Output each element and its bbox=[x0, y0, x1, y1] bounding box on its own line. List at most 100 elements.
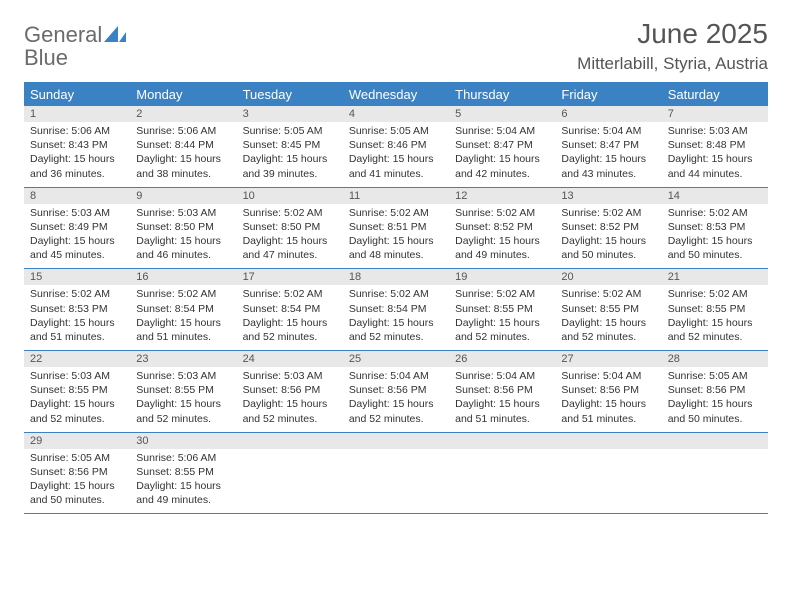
info-sunrise: Sunrise: 5:02 AM bbox=[136, 287, 230, 301]
info-day2: and 52 minutes. bbox=[136, 412, 230, 426]
info-day2: and 50 minutes. bbox=[668, 412, 762, 426]
info-day2: and 51 minutes. bbox=[561, 412, 655, 426]
info-sunset: Sunset: 8:44 PM bbox=[136, 138, 230, 152]
info-day2: and 43 minutes. bbox=[561, 167, 655, 181]
info-sunrise: Sunrise: 5:02 AM bbox=[561, 287, 655, 301]
cell-body: Sunrise: 5:04 AMSunset: 8:56 PMDaylight:… bbox=[555, 367, 661, 432]
calendar-cell: 4Sunrise: 5:05 AMSunset: 8:46 PMDaylight… bbox=[343, 106, 449, 187]
cell-body bbox=[662, 449, 768, 505]
cell-body: Sunrise: 5:05 AMSunset: 8:56 PMDaylight:… bbox=[662, 367, 768, 432]
calendar-cell: 21Sunrise: 5:02 AMSunset: 8:55 PMDayligh… bbox=[662, 269, 768, 350]
info-sunset: Sunset: 8:56 PM bbox=[561, 383, 655, 397]
cell-body: Sunrise: 5:02 AMSunset: 8:52 PMDaylight:… bbox=[555, 204, 661, 269]
calendar-cell: 7Sunrise: 5:03 AMSunset: 8:48 PMDaylight… bbox=[662, 106, 768, 187]
info-sunset: Sunset: 8:56 PM bbox=[349, 383, 443, 397]
cell-body: Sunrise: 5:03 AMSunset: 8:50 PMDaylight:… bbox=[130, 204, 236, 269]
location-text: Mitterlabill, Styria, Austria bbox=[577, 54, 768, 74]
day-number: 14 bbox=[662, 188, 768, 204]
info-sunrise: Sunrise: 5:06 AM bbox=[136, 124, 230, 138]
info-sunset: Sunset: 8:54 PM bbox=[349, 302, 443, 316]
logo-word-general: General bbox=[24, 22, 102, 47]
logo-text-block: General Blue bbox=[24, 24, 126, 70]
info-sunset: Sunset: 8:48 PM bbox=[668, 138, 762, 152]
info-sunrise: Sunrise: 5:03 AM bbox=[668, 124, 762, 138]
info-day1: Daylight: 15 hours bbox=[136, 316, 230, 330]
calendar-cell: 22Sunrise: 5:03 AMSunset: 8:55 PMDayligh… bbox=[24, 351, 130, 432]
calendar-cell: 29Sunrise: 5:05 AMSunset: 8:56 PMDayligh… bbox=[24, 433, 130, 514]
page-header: General Blue June 2025 Mitterlabill, Sty… bbox=[24, 18, 768, 74]
info-day1: Daylight: 15 hours bbox=[30, 152, 124, 166]
info-sunset: Sunset: 8:47 PM bbox=[561, 138, 655, 152]
cell-body: Sunrise: 5:02 AMSunset: 8:52 PMDaylight:… bbox=[449, 204, 555, 269]
info-day1: Daylight: 15 hours bbox=[243, 316, 337, 330]
info-day2: and 52 minutes. bbox=[243, 412, 337, 426]
day-header-thursday: Thursday bbox=[449, 84, 555, 106]
calendar-cell: 6Sunrise: 5:04 AMSunset: 8:47 PMDaylight… bbox=[555, 106, 661, 187]
info-sunset: Sunset: 8:56 PM bbox=[30, 465, 124, 479]
cell-body: Sunrise: 5:03 AMSunset: 8:55 PMDaylight:… bbox=[130, 367, 236, 432]
week-row: 29Sunrise: 5:05 AMSunset: 8:56 PMDayligh… bbox=[24, 433, 768, 515]
cell-body: Sunrise: 5:03 AMSunset: 8:55 PMDaylight:… bbox=[24, 367, 130, 432]
info-day1: Daylight: 15 hours bbox=[561, 234, 655, 248]
info-sunrise: Sunrise: 5:05 AM bbox=[668, 369, 762, 383]
day-header-friday: Friday bbox=[555, 84, 661, 106]
info-day2: and 49 minutes. bbox=[455, 248, 549, 262]
calendar-cell bbox=[343, 433, 449, 514]
day-number: 22 bbox=[24, 351, 130, 367]
info-day1: Daylight: 15 hours bbox=[30, 316, 124, 330]
cell-body: Sunrise: 5:02 AMSunset: 8:50 PMDaylight:… bbox=[237, 204, 343, 269]
calendar-cell: 14Sunrise: 5:02 AMSunset: 8:53 PMDayligh… bbox=[662, 188, 768, 269]
day-number: 20 bbox=[555, 269, 661, 285]
calendar-cell: 10Sunrise: 5:02 AMSunset: 8:50 PMDayligh… bbox=[237, 188, 343, 269]
info-day1: Daylight: 15 hours bbox=[349, 152, 443, 166]
cell-body: Sunrise: 5:06 AMSunset: 8:44 PMDaylight:… bbox=[130, 122, 236, 187]
calendar-cell: 8Sunrise: 5:03 AMSunset: 8:49 PMDaylight… bbox=[24, 188, 130, 269]
calendar-cell: 25Sunrise: 5:04 AMSunset: 8:56 PMDayligh… bbox=[343, 351, 449, 432]
day-header-monday: Monday bbox=[130, 84, 236, 106]
info-day2: and 52 minutes. bbox=[349, 412, 443, 426]
info-sunset: Sunset: 8:53 PM bbox=[30, 302, 124, 316]
info-day2: and 51 minutes. bbox=[30, 330, 124, 344]
info-sunrise: Sunrise: 5:03 AM bbox=[136, 369, 230, 383]
info-day2: and 51 minutes. bbox=[136, 330, 230, 344]
day-header-row: Sunday Monday Tuesday Wednesday Thursday… bbox=[24, 84, 768, 106]
calendar-cell: 2Sunrise: 5:06 AMSunset: 8:44 PMDaylight… bbox=[130, 106, 236, 187]
day-header-sunday: Sunday bbox=[24, 84, 130, 106]
info-day1: Daylight: 15 hours bbox=[668, 234, 762, 248]
cell-body: Sunrise: 5:04 AMSunset: 8:47 PMDaylight:… bbox=[449, 122, 555, 187]
info-day2: and 50 minutes. bbox=[668, 248, 762, 262]
cell-body: Sunrise: 5:02 AMSunset: 8:54 PMDaylight:… bbox=[237, 285, 343, 350]
info-sunset: Sunset: 8:53 PM bbox=[668, 220, 762, 234]
day-number: 9 bbox=[130, 188, 236, 204]
info-sunset: Sunset: 8:56 PM bbox=[668, 383, 762, 397]
day-number: 6 bbox=[555, 106, 661, 122]
info-sunrise: Sunrise: 5:03 AM bbox=[30, 206, 124, 220]
day-number bbox=[555, 433, 661, 449]
calendar-cell: 11Sunrise: 5:02 AMSunset: 8:51 PMDayligh… bbox=[343, 188, 449, 269]
info-sunrise: Sunrise: 5:06 AM bbox=[30, 124, 124, 138]
info-day1: Daylight: 15 hours bbox=[455, 234, 549, 248]
info-day2: and 49 minutes. bbox=[136, 493, 230, 507]
info-day1: Daylight: 15 hours bbox=[455, 397, 549, 411]
day-number: 23 bbox=[130, 351, 236, 367]
info-day1: Daylight: 15 hours bbox=[136, 479, 230, 493]
calendar-cell bbox=[555, 433, 661, 514]
day-number: 29 bbox=[24, 433, 130, 449]
info-day1: Daylight: 15 hours bbox=[136, 152, 230, 166]
cell-body: Sunrise: 5:03 AMSunset: 8:48 PMDaylight:… bbox=[662, 122, 768, 187]
info-sunset: Sunset: 8:56 PM bbox=[243, 383, 337, 397]
info-day2: and 44 minutes. bbox=[668, 167, 762, 181]
info-sunrise: Sunrise: 5:02 AM bbox=[455, 206, 549, 220]
week-row: 1Sunrise: 5:06 AMSunset: 8:43 PMDaylight… bbox=[24, 106, 768, 188]
info-sunrise: Sunrise: 5:05 AM bbox=[243, 124, 337, 138]
info-sunset: Sunset: 8:47 PM bbox=[455, 138, 549, 152]
calendar-cell: 26Sunrise: 5:04 AMSunset: 8:56 PMDayligh… bbox=[449, 351, 555, 432]
cell-body: Sunrise: 5:04 AMSunset: 8:47 PMDaylight:… bbox=[555, 122, 661, 187]
cell-body bbox=[449, 449, 555, 505]
info-sunrise: Sunrise: 5:02 AM bbox=[561, 206, 655, 220]
info-day2: and 42 minutes. bbox=[455, 167, 549, 181]
day-number: 16 bbox=[130, 269, 236, 285]
cell-body bbox=[237, 449, 343, 505]
calendar-cell: 23Sunrise: 5:03 AMSunset: 8:55 PMDayligh… bbox=[130, 351, 236, 432]
info-day1: Daylight: 15 hours bbox=[136, 397, 230, 411]
